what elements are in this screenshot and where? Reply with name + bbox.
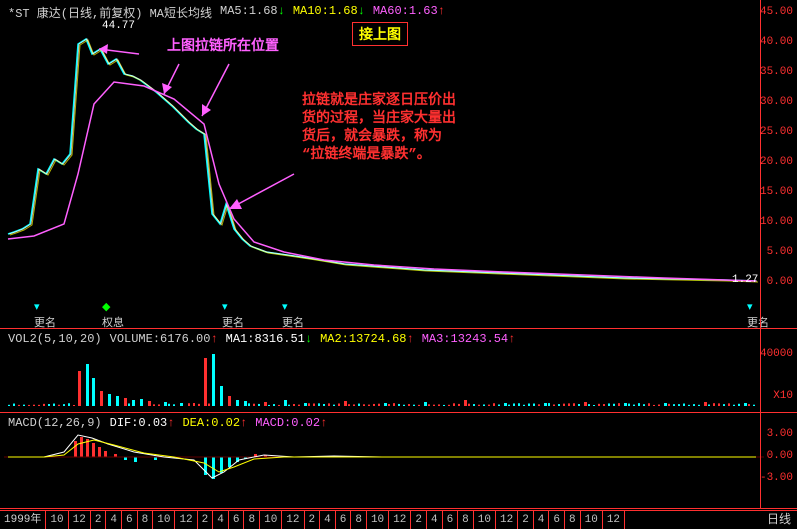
timeline-tick: 2	[198, 511, 214, 529]
timeline-tick: 10	[46, 511, 68, 529]
timeline-tick: 2	[91, 511, 107, 529]
macd-dea: DEA:0.02↑	[182, 416, 247, 430]
timeline-tick: 8	[138, 511, 154, 529]
timeline-tick: 8	[565, 511, 581, 529]
volume-panel: VOL2(5,10,20) VOLUME:6176.00↑ MA1:8316.5…	[2, 330, 797, 410]
macd-dif: DIF:0.03↑	[110, 416, 175, 430]
macd-title: MACD(12,26,9)	[8, 416, 102, 430]
macd-y-hi: 3.00	[767, 428, 793, 440]
timeline-tick: 4	[213, 511, 229, 529]
timeline-tick: 4	[320, 511, 336, 529]
timeline-tick: 12	[496, 511, 518, 529]
timeline-tick: 10	[260, 511, 282, 529]
marker-0: ▾更名	[34, 300, 56, 330]
vol-ma1: MA1:8316.51↓	[226, 332, 312, 346]
annotation-para: 拉链就是庄家逐日压价出 货的过程，当庄家大量出 货后，就会暴跌，称为 “拉链终端…	[302, 92, 456, 164]
timeline-tick: 6	[336, 511, 352, 529]
vol-ma3: MA3:13243.54↑	[422, 332, 516, 346]
right-axis-border	[760, 0, 761, 508]
timeline-tick: 10	[474, 511, 496, 529]
timeline-tick: 12	[603, 511, 625, 529]
timeline-end-label: 日线	[767, 510, 791, 527]
timeline-tick: 12	[389, 511, 411, 529]
timeline-tick: 10	[367, 511, 389, 529]
badge-continue: 接上图	[352, 22, 408, 46]
price-panel: *ST 康达(日线,前复权) MA短长均线 MA5:1.68↓ MA10:1.6…	[2, 0, 797, 320]
timeline: 1999年 1012246810122468101224681012246810…	[0, 510, 797, 528]
timeline-tick: 4	[427, 511, 443, 529]
vol-y-x10: X10	[773, 390, 793, 402]
timeline-tick: 2	[305, 511, 321, 529]
macd-panel: MACD(12,26,9) DIF:0.03↑ DEA:0.02↑ MACD:0…	[2, 414, 797, 492]
price-chart	[4, 14, 764, 314]
timeline-tick: 6	[122, 511, 138, 529]
macd-y-zero: 0.00	[767, 450, 793, 462]
timeline-tick: 6	[443, 511, 459, 529]
timeline-year: 1999年	[0, 511, 46, 529]
price-top-value: 44.77	[102, 20, 135, 32]
timeline-tick: 10	[153, 511, 175, 529]
timeline-tick: 8	[458, 511, 474, 529]
timeline-tick: 2	[518, 511, 534, 529]
marker-4: ▾更名	[747, 300, 769, 330]
marker-3: ▾更名	[282, 300, 304, 330]
vol-title: VOL2(5,10,20)	[8, 332, 102, 346]
timeline-tick: 12	[69, 511, 91, 529]
timeline-tick: 12	[175, 511, 197, 529]
timeline-tick: 2	[411, 511, 427, 529]
vol-ma2: MA2:13724.68↑	[320, 332, 414, 346]
macd-y-lo: -3.00	[760, 472, 793, 484]
timeline-tick: 12	[282, 511, 304, 529]
vol-y-40000: 40000	[760, 348, 793, 360]
marker-2: ▾更名	[222, 300, 244, 330]
timeline-tick: 8	[244, 511, 260, 529]
timeline-tick: 4	[534, 511, 550, 529]
marker-1: ◆权息	[102, 300, 124, 330]
macd-macd: MACD:0.02↑	[255, 416, 327, 430]
macd-dea-line	[8, 440, 756, 472]
timeline-tick: 8	[351, 511, 367, 529]
volume-bars	[4, 346, 764, 406]
timeline-tick: 4	[106, 511, 122, 529]
timeline-tick: 6	[549, 511, 565, 529]
macd-chart	[4, 430, 764, 486]
price-end-value: 1.27	[732, 274, 758, 286]
timeline-tick: 10	[581, 511, 603, 529]
annotation-title1: 上图拉链所在位置	[167, 38, 279, 56]
vol-value: VOLUME:6176.00↑	[110, 332, 218, 346]
timeline-tick: 6	[229, 511, 245, 529]
